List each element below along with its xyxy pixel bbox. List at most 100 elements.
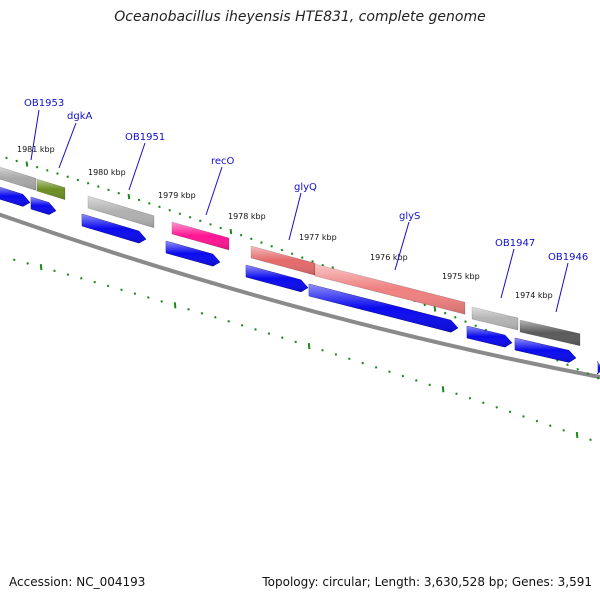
kbp-label: 1977 kbp <box>299 233 337 242</box>
tick-mark <box>56 172 59 175</box>
gene-label-recO[interactable]: recO <box>211 156 235 167</box>
gene-label-OB1951[interactable]: OB1951 <box>125 132 165 143</box>
tick-mark <box>240 324 244 327</box>
tick-mark <box>86 181 90 185</box>
tick-mark <box>106 284 110 288</box>
gene-bar-OB1953[interactable] <box>0 166 37 191</box>
tick-mark <box>596 376 600 380</box>
tick-mark <box>575 431 579 439</box>
tick-mark <box>254 328 257 331</box>
callout-line <box>30 109 40 161</box>
tick-mark <box>229 228 233 235</box>
kbp-label: 1979 kbp <box>158 191 196 200</box>
cds-arrow[interactable] <box>308 283 459 333</box>
tick-mark <box>188 215 192 219</box>
tick-mark <box>46 169 49 172</box>
tick-mark <box>137 198 141 202</box>
tick-mark <box>107 188 110 192</box>
tick-mark <box>586 372 590 376</box>
tick-mark <box>280 248 284 252</box>
gene-label-glyS[interactable]: glyS <box>399 211 420 222</box>
tick-mark <box>474 324 477 328</box>
gene-bar-recO[interactable] <box>171 221 230 251</box>
tick-mark <box>200 311 204 315</box>
tick-mark <box>214 315 217 319</box>
tick-mark <box>495 405 498 409</box>
cds-arrow[interactable] <box>30 196 57 215</box>
kbp-label: 1981 kbp <box>17 145 55 154</box>
cds-arrow[interactable] <box>165 240 221 267</box>
tick-mark <box>290 252 294 256</box>
tick-mark <box>455 392 458 396</box>
tick-mark <box>97 185 100 188</box>
tick-mark <box>301 256 304 259</box>
cds-arrow[interactable] <box>514 337 577 363</box>
tick-mark <box>239 233 243 237</box>
tick-mark <box>35 165 39 169</box>
tick-mark <box>13 258 16 262</box>
tick-mark <box>321 348 324 352</box>
gene-bar-glyS[interactable] <box>314 263 466 315</box>
tick-mark <box>334 353 338 356</box>
tick-mark <box>267 332 271 335</box>
cds-arrow[interactable] <box>596 361 600 375</box>
gene-label-glyQ[interactable]: glyQ <box>294 182 317 193</box>
kbp-labels: 1981 kbp 1980 kbp 1979 kbp 1978 kbp 1977 kbp… <box>17 145 553 300</box>
tick-mark <box>260 241 263 244</box>
kbp-label: 1980 kbp <box>88 168 126 177</box>
tick-mark <box>454 316 457 319</box>
tick-mark <box>66 175 69 179</box>
tick-mark <box>168 208 171 212</box>
gene-bar-OB1947[interactable] <box>471 306 519 331</box>
tick-mark <box>464 320 467 323</box>
tick-mark <box>227 320 230 323</box>
gene-label-dgkA[interactable]: dgkA <box>67 111 92 122</box>
tick-mark <box>508 410 512 414</box>
cds-arrow[interactable] <box>81 213 147 244</box>
tick-mark <box>120 288 123 292</box>
tick-mark <box>443 311 447 315</box>
tick-mark <box>270 244 273 248</box>
tick-mark <box>307 342 311 350</box>
tick-mark <box>562 429 565 432</box>
tick-mark <box>566 363 569 367</box>
tick-mark <box>441 386 445 393</box>
tick-mark <box>76 178 80 182</box>
tick-mark <box>26 262 29 265</box>
tick-mark <box>415 379 418 382</box>
gene-bar-OB1946[interactable] <box>519 319 581 347</box>
tick-mark <box>199 219 202 223</box>
cds-arrow[interactable] <box>0 186 31 207</box>
tick-mark <box>348 357 351 361</box>
tick-mark <box>133 292 137 295</box>
tick-mark <box>127 193 131 200</box>
tick-mark <box>66 273 70 276</box>
tick-mark <box>311 260 314 263</box>
cds-arrow[interactable] <box>466 325 513 348</box>
tick-mark <box>173 302 177 309</box>
tick-mark <box>428 383 431 387</box>
tick-mark <box>148 202 151 205</box>
callout-line <box>555 262 569 313</box>
kbp-label: 1975 kbp <box>442 272 480 281</box>
tick-mark <box>589 438 592 442</box>
tick-mark <box>158 205 161 209</box>
callout-line <box>128 142 146 191</box>
gene-label-OB1946[interactable]: OB1946 <box>548 252 588 263</box>
tick-mark <box>549 424 552 427</box>
gene-bar-OB1951[interactable] <box>87 195 155 229</box>
genome-stats-text: Topology: circular; Length: 3,630,528 bp… <box>262 575 592 589</box>
cds-arrows <box>0 186 600 375</box>
tick-mark <box>321 263 324 267</box>
callout-line <box>205 166 223 216</box>
gene-label-OB1947[interactable]: OB1947 <box>495 238 535 249</box>
kbp-label: 1978 kbp <box>228 212 266 221</box>
kbp-label: 1974 kbp <box>515 291 553 300</box>
gene-label-OB1953[interactable]: OB1953 <box>24 98 64 109</box>
tick-mark <box>361 361 364 365</box>
gene-bar-dgkA[interactable] <box>36 178 66 201</box>
cds-arrow[interactable] <box>245 264 309 293</box>
tick-mark <box>219 226 222 230</box>
map-title: Oceanobacillus iheyensis HTE831, complet… <box>114 9 486 25</box>
